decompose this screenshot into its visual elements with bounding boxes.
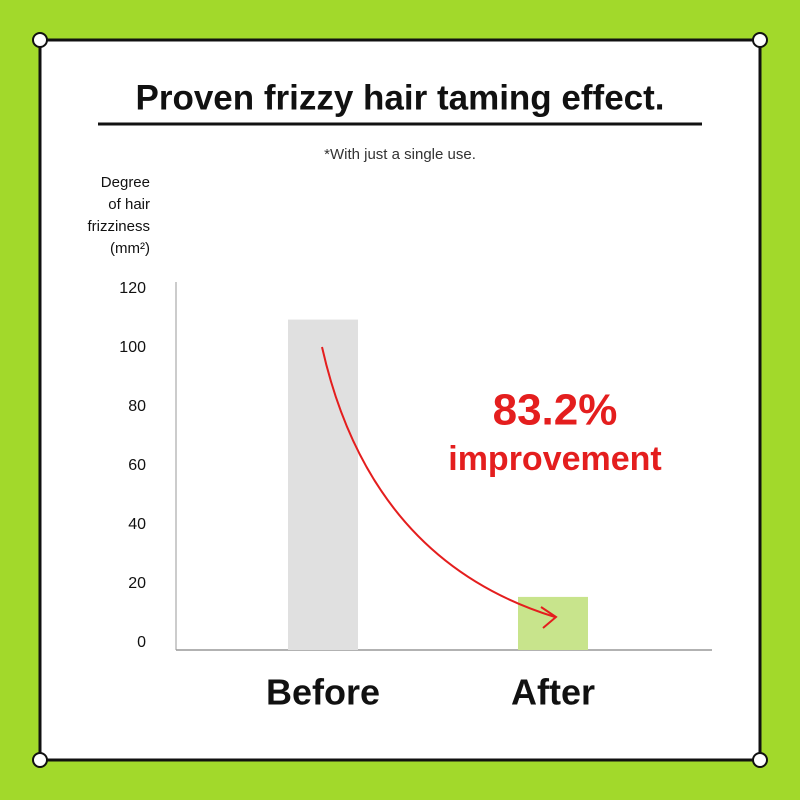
chart-title: Proven frizzy hair taming effect. <box>135 78 664 117</box>
annotation: 83.2% <box>493 386 618 435</box>
x-tick-label: After <box>511 672 595 713</box>
y-tick-label: 120 <box>119 280 146 297</box>
y-axis-label: of hair <box>108 196 150 213</box>
y-tick-label: 80 <box>128 398 146 415</box>
y-tick-label: 40 <box>128 516 146 533</box>
corner-dot <box>752 752 768 768</box>
y-tick-label: 60 <box>128 457 146 474</box>
y-tick-label: 100 <box>119 339 146 356</box>
y-axis-label: (mm²) <box>110 240 150 257</box>
y-tick-label: 0 <box>137 634 146 651</box>
chart-subtitle: *With just a single use. <box>324 146 476 163</box>
x-tick-label: Before <box>266 672 380 713</box>
corner-dots <box>32 32 768 768</box>
y-tick-label: 20 <box>128 575 146 592</box>
arrow-head <box>540 606 558 629</box>
arrow-curve <box>321 346 556 618</box>
annotation: improvement <box>448 440 662 478</box>
y-axis-label: frizziness <box>87 218 150 235</box>
bar <box>288 319 358 650</box>
corner-dot <box>752 32 768 48</box>
bar <box>518 596 588 650</box>
corner-dot <box>32 32 48 48</box>
panel <box>38 38 762 762</box>
corner-dot <box>32 752 48 768</box>
y-axis-label: Degree <box>101 174 150 191</box>
